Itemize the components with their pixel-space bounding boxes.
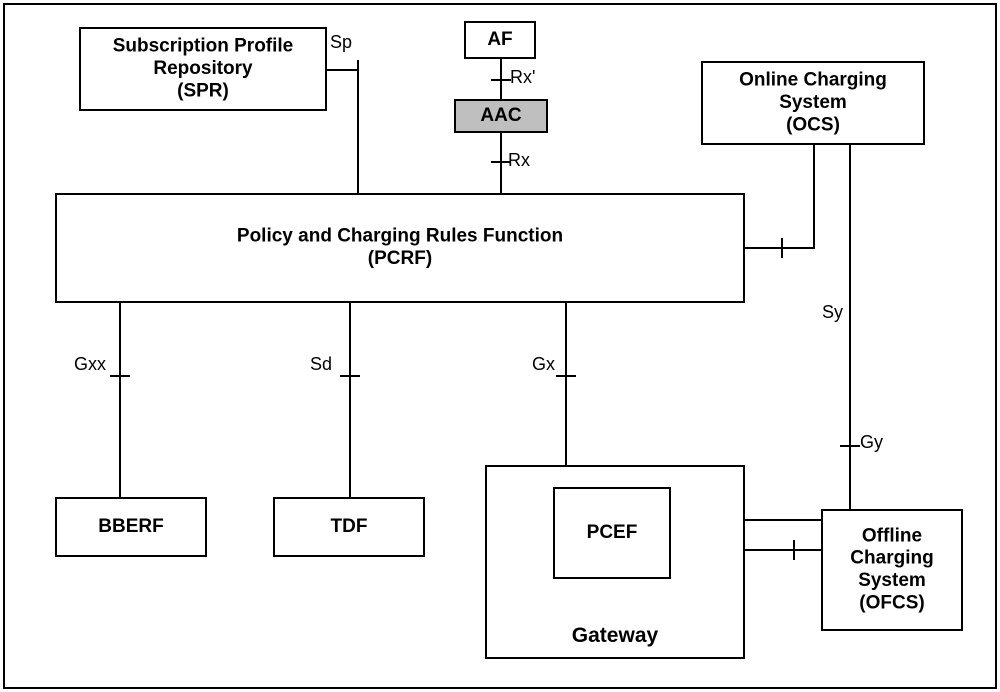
architecture-diagram: SpRx'RxSyGxxSdGxGyGzGatewaySubscription … <box>0 0 1000 692</box>
node-ofcs-label-2: System <box>858 570 926 591</box>
edge-sy <box>744 144 814 248</box>
node-ofcs-label-1: Charging <box>850 548 933 569</box>
node-spr-label-0: Subscription Profile <box>113 36 294 57</box>
node-bberf-label-0: BBERF <box>98 516 163 537</box>
edge-label-rx1: Rx' <box>510 67 535 87</box>
node-ocs-label-1: System <box>779 92 847 113</box>
node-spr-label-1: Repository <box>153 58 253 79</box>
edge-label-rx: Rx <box>508 150 530 170</box>
edge-label-sd: Sd <box>310 354 332 374</box>
node-ocs-label-2: (OCS) <box>786 114 840 135</box>
node-ocs-label-0: Online Charging <box>739 70 887 91</box>
node-ofcs-label-3: (OFCS) <box>859 593 924 614</box>
node-pcef-label-0: PCEF <box>587 522 638 543</box>
edge-label-gy: Gy <box>860 432 883 452</box>
edge-sp <box>326 70 358 194</box>
node-gateway-title: Gateway <box>572 624 659 647</box>
node-ofcs-label-0: Offline <box>862 525 922 546</box>
node-pcrf-label-0: Policy and Charging Rules Function <box>237 226 563 247</box>
node-spr-label-2: (SPR) <box>177 80 229 101</box>
node-pcrf-label-1: (PCRF) <box>368 248 432 269</box>
edge-label-gx: Gx <box>532 354 555 374</box>
node-af-label-0: AF <box>487 29 512 50</box>
edge-label-gxx: Gxx <box>74 354 106 374</box>
edge-label-sp: Sp <box>330 32 352 52</box>
edge-label-sy: Sy <box>822 302 843 322</box>
node-aac-label-0: AAC <box>480 105 521 126</box>
node-tdf-label-0: TDF <box>331 516 368 537</box>
